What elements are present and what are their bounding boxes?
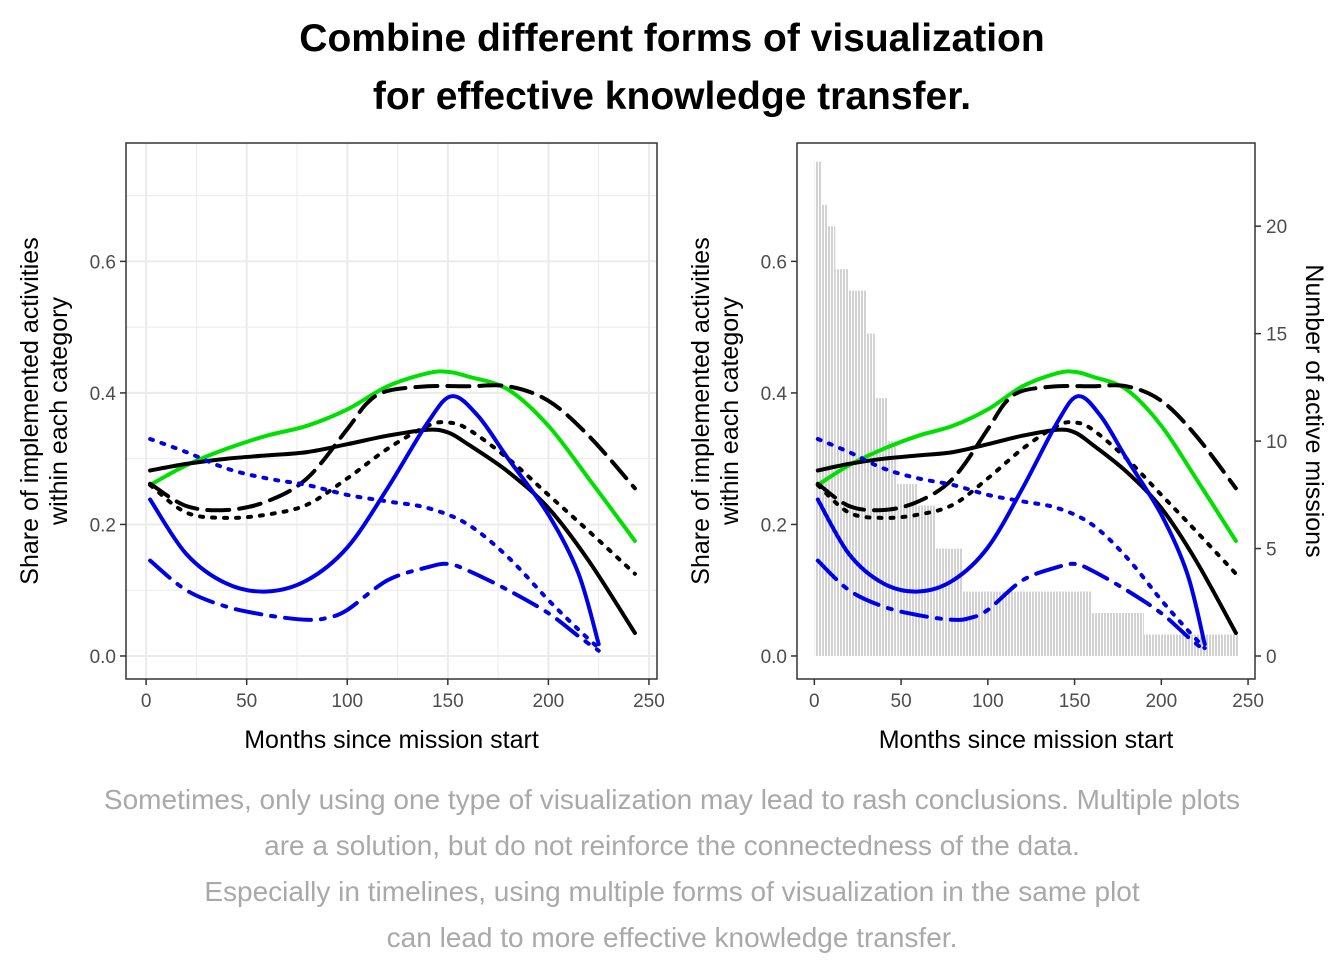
y2-tick-label: 20 (1266, 217, 1287, 238)
series-black-dotted (815, 420, 1238, 576)
x-axis-title: Months since mission start (244, 726, 539, 754)
x-tick-label: 50 (236, 691, 257, 712)
chart-panel-2: 0 5 10 15 20 Number of active missions 0 50 100 1… (687, 142, 1328, 754)
mission-count-bar (1143, 634, 1240, 657)
caption-line-1: Sometimes, only using one type of visual… (103, 784, 1241, 815)
y-axis-title-line-2: within each category (716, 297, 744, 526)
y2-axis: 0 5 10 15 20 Number of active missions (1255, 217, 1328, 668)
mission-count-bar (875, 398, 888, 657)
y-axis-title: Share of implemented activitieswithin ea… (687, 237, 744, 584)
panel-border (796, 142, 1256, 680)
y-tick-label: 0.2 (761, 515, 787, 536)
series-green-solid (148, 369, 637, 543)
x-tick-label: 200 (533, 691, 565, 712)
x-axis: 0 50 100 150 200 250 Months since mission star… (809, 679, 1264, 754)
y2-tick-label: 5 (1266, 540, 1277, 561)
x-tick-label: 0 (809, 691, 820, 712)
y-axis-title: Share of implemented activitieswithin ea… (16, 237, 73, 584)
x-axis-title: Months since mission start (879, 726, 1174, 754)
series-blue-dashdot (815, 558, 1207, 653)
x-tick-label: 0 (141, 691, 152, 712)
y-axis: 0.0 0.2 0.4 0.6 Share of implemented activit… (687, 237, 797, 668)
y-tick-label: 0.6 (90, 252, 116, 273)
mission-count-bar (897, 484, 919, 657)
y2-tick-label: 0 (1266, 647, 1277, 668)
mission-count-bars (814, 161, 1240, 657)
caption-line-3: Especially in timelines, using multiple … (204, 876, 1140, 907)
series-lines (148, 369, 637, 653)
chart-panel-1: 0 50 100 150 200 250 Months since mission star… (16, 142, 665, 754)
mission-count-bar (821, 204, 829, 657)
y-tick-label: 0.2 (90, 515, 116, 536)
y-tick-label: 0.4 (90, 384, 117, 405)
series-black-dotted (148, 420, 637, 576)
series-blue-solid (148, 394, 601, 647)
series-black-solid (148, 427, 637, 635)
mission-count-bar (849, 290, 867, 657)
mission-count-bar (1005, 591, 1092, 657)
x-tick-label: 150 (432, 691, 464, 712)
mission-count-bar (935, 548, 962, 657)
y-axis-title-line-1: Share of implemented activities (687, 237, 715, 584)
mission-count-bar (866, 333, 876, 657)
y2-axis-title: Number of active missions (1300, 264, 1328, 557)
series-blue-solid (815, 394, 1207, 647)
x-tick-label: 200 (1145, 691, 1177, 712)
series-black-dashed (815, 383, 1238, 513)
series-black-dashed (148, 383, 637, 513)
mission-count-bar (887, 441, 898, 657)
y-tick-label: 0.0 (90, 647, 116, 668)
y-axis: 0.0 0.2 0.4 0.6 Share of implemented activit… (16, 237, 126, 668)
x-tick-label: 50 (891, 691, 912, 712)
y2-tick-label: 15 (1266, 325, 1287, 346)
x-axis: 0 50 100 150 200 250 Months since mission star… (141, 679, 665, 754)
series-green-solid (815, 369, 1238, 543)
title-line-1: Combine different forms of visualization (299, 17, 1045, 60)
x-tick-label: 100 (972, 691, 1004, 712)
chart-title: Combine different forms of visualization… (0, 10, 1344, 126)
caption-line-4: can lead to more effective knowledge tra… (386, 922, 958, 953)
mission-count-bar (918, 505, 936, 657)
mission-count-bar (835, 269, 850, 657)
y-tick-label: 0.6 (761, 252, 787, 273)
panel-border (125, 142, 658, 680)
x-tick-label: 250 (1232, 691, 1264, 712)
y-tick-label: 0.4 (761, 384, 788, 405)
x-tick-label: 250 (633, 691, 665, 712)
series-blue-dotted (148, 437, 601, 651)
y-tick-label: 0.0 (761, 647, 787, 668)
title-line-2: for effective knowledge transfer. (372, 75, 972, 118)
mission-count-bar (1091, 613, 1144, 657)
mission-count-bar (828, 226, 836, 657)
y-axis-title-line-1: Share of implemented activities (16, 237, 44, 584)
x-tick-label: 150 (1059, 691, 1091, 712)
y2-tick-label: 10 (1266, 432, 1287, 453)
caption-line-2: are a solution, but do not reinforce the… (264, 830, 1080, 861)
caption: Sometimes, only using one type of visual… (0, 777, 1344, 961)
mission-count-bar (814, 161, 822, 657)
x-tick-label: 100 (331, 691, 363, 712)
series-blue-dashdot (148, 558, 601, 653)
y-axis-title-line-2: within each category (45, 297, 73, 526)
series-blue-dotted (815, 437, 1207, 651)
series-lines (815, 369, 1238, 653)
